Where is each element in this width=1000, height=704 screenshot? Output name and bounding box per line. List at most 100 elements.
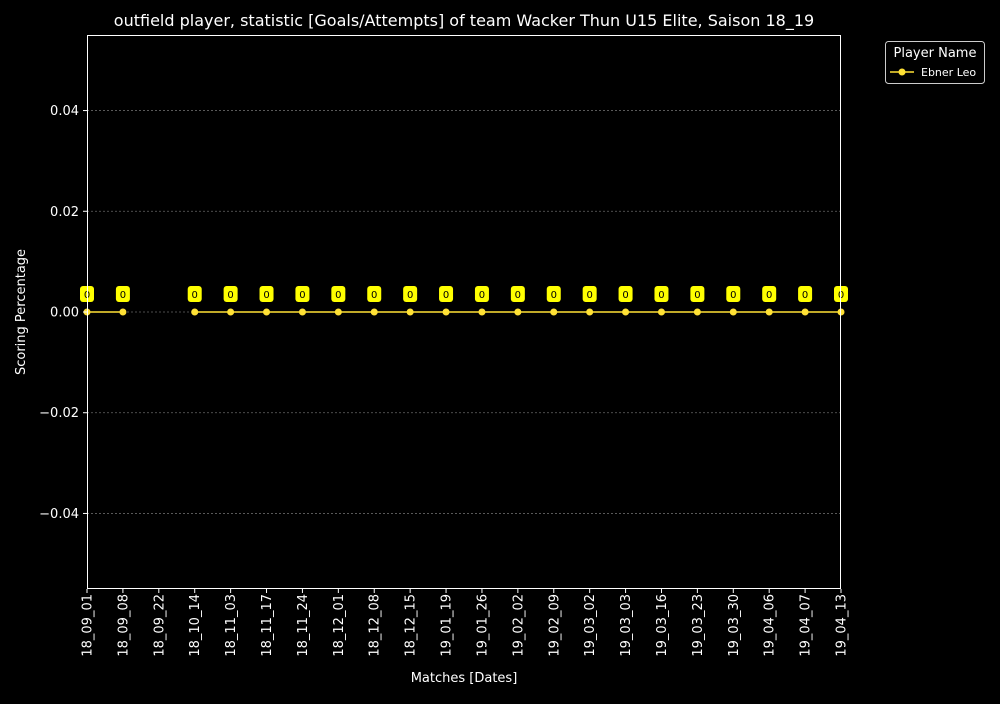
x-tick-label: 19_02_09	[547, 594, 562, 657]
y-tick-label: 0.04	[50, 104, 79, 119]
x-tick-label: 18_09_22	[152, 594, 167, 657]
data-label-box	[690, 286, 705, 302]
data-label: 0	[263, 290, 269, 301]
x-tick-label: 19_03_02	[583, 594, 598, 657]
data-label: 0	[730, 290, 736, 301]
data-point	[298, 308, 306, 316]
data-label: 0	[443, 290, 449, 301]
data-label-box	[546, 286, 561, 302]
data-point	[442, 308, 450, 316]
y-axis-label: Scoring Percentage	[14, 249, 29, 375]
x-tick-label: 18_12_15	[404, 594, 419, 657]
data-label-box	[582, 286, 597, 302]
data-label: 0	[551, 290, 557, 301]
x-tick-label: 19_01_19	[440, 594, 455, 657]
data-label: 0	[407, 290, 413, 301]
y-tick-label: −0.02	[39, 406, 79, 421]
chart-title: outfield player, statistic [Goals/Attemp…	[114, 11, 814, 31]
data-point	[227, 308, 235, 316]
y-tick-label: −0.04	[39, 507, 79, 522]
data-label: 0	[658, 290, 664, 301]
data-label: 0	[227, 290, 233, 301]
data-label-box	[295, 286, 310, 302]
x-tick-label: 18_12_01	[332, 594, 347, 657]
x-tick-label: 19_03_03	[619, 594, 634, 657]
data-label: 0	[299, 290, 305, 301]
series-ebner-leo	[83, 308, 845, 316]
x-tick-label: 19_01_26	[475, 594, 490, 657]
plot-frame	[87, 35, 841, 589]
x-tick-label: 18_11_17	[260, 594, 275, 657]
legend-box	[885, 41, 985, 84]
data-label: 0	[622, 290, 628, 301]
y-axis-ticks: 0.04 0.02 0.00 −0.02 −0.04	[39, 104, 87, 522]
data-label-box	[223, 286, 238, 302]
x-tick-label: 19_02_02	[511, 594, 526, 657]
x-tick-label: 18_09_01	[81, 594, 96, 657]
data-label: 0	[192, 290, 198, 301]
data-label: 0	[515, 290, 521, 301]
x-axis-label: Matches [Dates]	[411, 671, 518, 686]
data-point	[586, 308, 594, 316]
data-label-box	[115, 286, 130, 302]
data-label: 0	[120, 290, 126, 301]
y-tick-label: 0.00	[50, 306, 79, 321]
data-point	[657, 308, 665, 316]
data-point	[693, 308, 701, 316]
data-label: 0	[802, 290, 808, 301]
data-label-box	[726, 286, 741, 302]
data-point	[191, 308, 199, 316]
data-label-box	[654, 286, 669, 302]
legend-series-label: Ebner Leo	[921, 66, 976, 79]
x-tick-label: 18_10_14	[188, 594, 203, 657]
legend-point-marker	[898, 68, 906, 76]
x-tick-label: 18_12_08	[368, 594, 383, 657]
legend: Player Name Ebner Leo	[885, 41, 985, 84]
data-label-box	[403, 286, 418, 302]
x-tick-label: 19_03_23	[691, 594, 706, 657]
data-label-box	[187, 286, 202, 302]
data-label-box	[618, 286, 633, 302]
data-point	[765, 308, 773, 316]
data-label-box	[439, 286, 454, 302]
x-axis-ticks: 18_09_01 18_09_08 18_09_22 18_10_14 18_11_03…	[81, 589, 850, 657]
data-label: 0	[335, 290, 341, 301]
legend-title: Player Name	[894, 46, 977, 61]
data-label-box	[259, 286, 274, 302]
x-tick-label: 18_11_24	[296, 594, 311, 657]
data-point	[622, 308, 630, 316]
x-tick-label: 18_11_03	[224, 594, 239, 657]
x-tick-label: 19_03_16	[655, 594, 670, 657]
y-tick-label: 0.02	[50, 205, 79, 220]
data-point	[729, 308, 737, 316]
data-point	[514, 308, 522, 316]
data-point	[550, 308, 558, 316]
data-point	[406, 308, 414, 316]
data-point	[370, 308, 378, 316]
x-tick-label: 19_04_13	[835, 594, 850, 657]
data-point	[801, 308, 809, 316]
data-label: 0	[586, 290, 592, 301]
data-label: 0	[479, 290, 485, 301]
x-tick-label: 19_04_07	[799, 594, 814, 657]
x-tick-label: 19_03_30	[727, 594, 742, 657]
data-label-box	[474, 286, 489, 302]
data-point	[263, 308, 271, 316]
data-point	[478, 308, 486, 316]
data-label-box	[510, 286, 525, 302]
x-tick-label: 18_09_08	[116, 594, 131, 657]
data-label-box	[367, 286, 382, 302]
data-label-box	[331, 286, 346, 302]
data-label: 0	[694, 290, 700, 301]
data-label: 0	[371, 290, 377, 301]
data-label: 0	[766, 290, 772, 301]
x-tick-label: 19_04_06	[763, 594, 778, 657]
data-label-box	[798, 286, 813, 302]
data-point	[119, 308, 127, 316]
data-point	[334, 308, 342, 316]
data-label-box	[762, 286, 777, 302]
